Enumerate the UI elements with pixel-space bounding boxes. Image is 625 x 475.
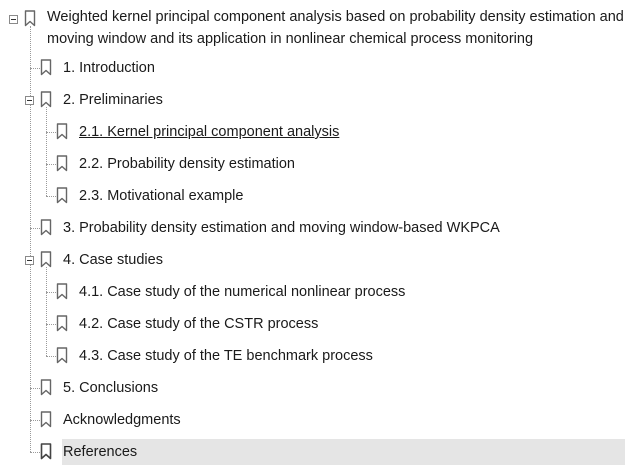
bookmark-icon xyxy=(56,283,68,300)
tree-branch xyxy=(46,356,56,357)
bookmark-root[interactable]: Weighted kernel principal component anal… xyxy=(0,6,625,52)
collapse-toggle-icon[interactable] xyxy=(25,96,34,105)
bookmark-icon xyxy=(40,411,52,428)
tree-branch xyxy=(30,228,40,229)
tree-branch xyxy=(46,132,56,133)
bookmark-label: References xyxy=(63,444,138,460)
tree-branch xyxy=(30,420,40,421)
bookmark-introduction[interactable]: 1. Introduction xyxy=(0,52,625,84)
bookmark-label: 3. Probability density estimation and mo… xyxy=(63,220,500,236)
bookmark-icon xyxy=(40,59,52,76)
bookmark-icon xyxy=(40,443,52,460)
bookmark-numerical-process[interactable]: 4.1. Case study of the numerical nonline… xyxy=(0,276,625,308)
bookmark-conclusions[interactable]: 5. Conclusions xyxy=(0,372,625,404)
bookmark-icon xyxy=(56,347,68,364)
tree-branch xyxy=(30,68,40,69)
tree-branch xyxy=(30,452,40,453)
bookmark-icon xyxy=(56,123,68,140)
bookmark-icon xyxy=(24,10,36,27)
bookmark-te-benchmark[interactable]: 4.3. Case study of the TE benchmark proc… xyxy=(0,340,625,372)
selection-highlight xyxy=(62,439,625,465)
bookmark-label: 2.1. Kernel principal component analysis xyxy=(79,124,340,140)
bookmark-wkpca[interactable]: 3. Probability density estimation and mo… xyxy=(0,212,625,244)
tree-line-preliminaries xyxy=(46,107,47,196)
bookmark-label: 4.1. Case study of the numerical nonline… xyxy=(79,284,406,300)
bookmark-label: 1. Introduction xyxy=(63,60,155,76)
bookmark-label: 5. Conclusions xyxy=(63,380,159,396)
bookmark-label: 2. Preliminaries xyxy=(63,92,163,108)
bookmark-kernel-pca[interactable]: 2.1. Kernel principal component analysis xyxy=(0,116,625,148)
tree-branch xyxy=(46,164,56,165)
bookmark-label: 4.3. Case study of the TE benchmark proc… xyxy=(79,348,373,364)
tree-branch xyxy=(30,388,40,389)
bookmark-icon xyxy=(40,91,52,108)
tree-line-case-studies xyxy=(46,267,47,356)
collapse-toggle-icon[interactable] xyxy=(25,256,34,265)
bookmark-label: 2.3. Motivational example xyxy=(79,188,244,204)
bookmark-label: 4. Case studies xyxy=(63,252,163,268)
tree-branch xyxy=(46,292,56,293)
bookmark-preliminaries[interactable]: 2. Preliminaries xyxy=(0,84,625,116)
bookmark-references[interactable]: References xyxy=(0,436,625,468)
bookmark-acknowledgments[interactable]: Acknowledgments xyxy=(0,404,625,436)
bookmark-icon xyxy=(56,155,68,172)
tree-line-level1 xyxy=(30,26,31,452)
bookmark-icon xyxy=(40,379,52,396)
bookmark-icon xyxy=(40,219,52,236)
bookmark-motivational-example[interactable]: 2.3. Motivational example xyxy=(0,180,625,212)
collapse-toggle-icon[interactable] xyxy=(9,15,18,24)
bookmark-cstr-process[interactable]: 4.2. Case study of the CSTR process xyxy=(0,308,625,340)
tree-branch xyxy=(46,324,56,325)
bookmark-label: Weighted kernel principal component anal… xyxy=(47,9,624,47)
bookmark-icon xyxy=(56,187,68,204)
bookmark-label: 4.2. Case study of the CSTR process xyxy=(79,316,319,332)
tree-branch xyxy=(46,196,56,197)
bookmark-label: Acknowledgments xyxy=(63,412,181,428)
bookmark-case-studies[interactable]: 4. Case studies xyxy=(0,244,625,276)
bookmark-icon xyxy=(40,251,52,268)
bookmark-label: 2.2. Probability density estimation xyxy=(79,156,295,172)
bookmark-probability-density[interactable]: 2.2. Probability density estimation xyxy=(0,148,625,180)
bookmark-icon xyxy=(56,315,68,332)
